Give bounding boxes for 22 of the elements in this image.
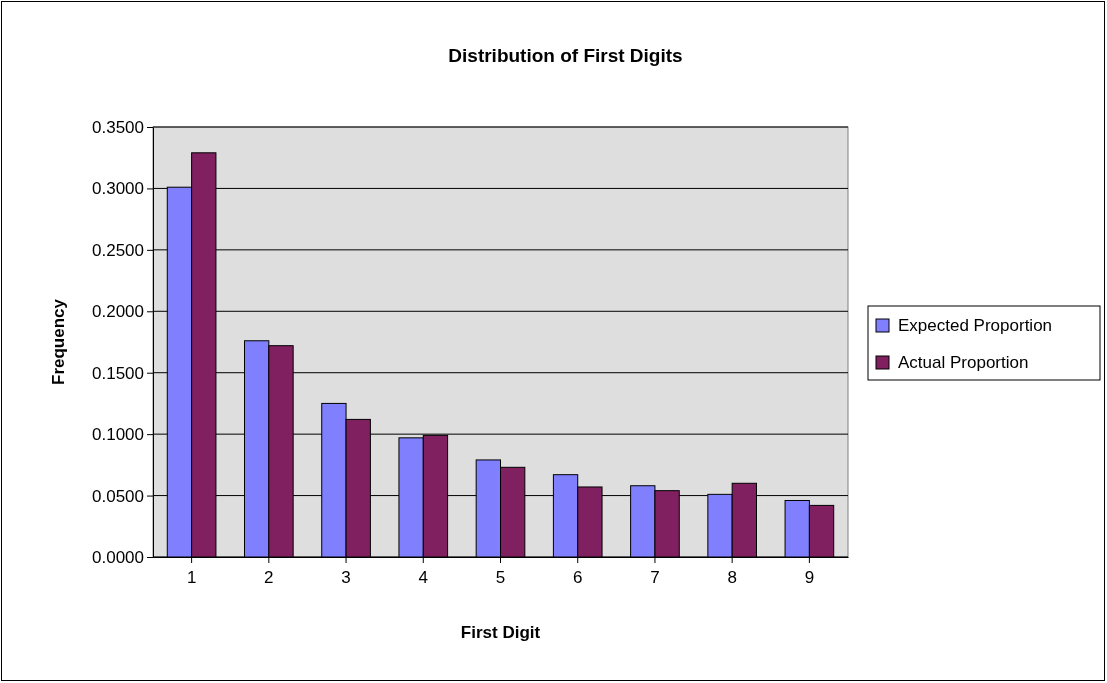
x-tick-label: 8 [727, 568, 737, 587]
x-tick-label: 5 [495, 568, 506, 587]
x-tick-label: 4 [418, 568, 429, 587]
y-axis-title: Frequency [49, 298, 68, 385]
y-tick-label: 0.1000 [92, 425, 144, 445]
x-tick-label: 6 [572, 568, 583, 587]
legend-label: Actual Proportion [898, 353, 1029, 372]
legend-label: Expected Proportion [898, 316, 1053, 335]
x-tick-label: 9 [804, 568, 815, 587]
x-tick-label: 7 [650, 568, 660, 587]
y-tick-label: 0.3000 [92, 179, 144, 199]
y-tick-label: 0.0500 [92, 486, 144, 506]
x-tick-label: 1 [186, 568, 197, 587]
y-tick-label: 0.2000 [92, 302, 144, 322]
chart-title: Distribution of First Digits [448, 45, 683, 66]
x-tick-label: 2 [264, 568, 274, 587]
y-tick-label: 0.0000 [92, 547, 144, 567]
y-tick-label: 0.3500 [92, 117, 144, 137]
x-axis-title: First Digit [460, 623, 541, 642]
y-tick-label: 0.1500 [92, 363, 144, 383]
y-tick-label: 0.2500 [92, 240, 144, 260]
x-tick-label: 3 [341, 568, 351, 587]
